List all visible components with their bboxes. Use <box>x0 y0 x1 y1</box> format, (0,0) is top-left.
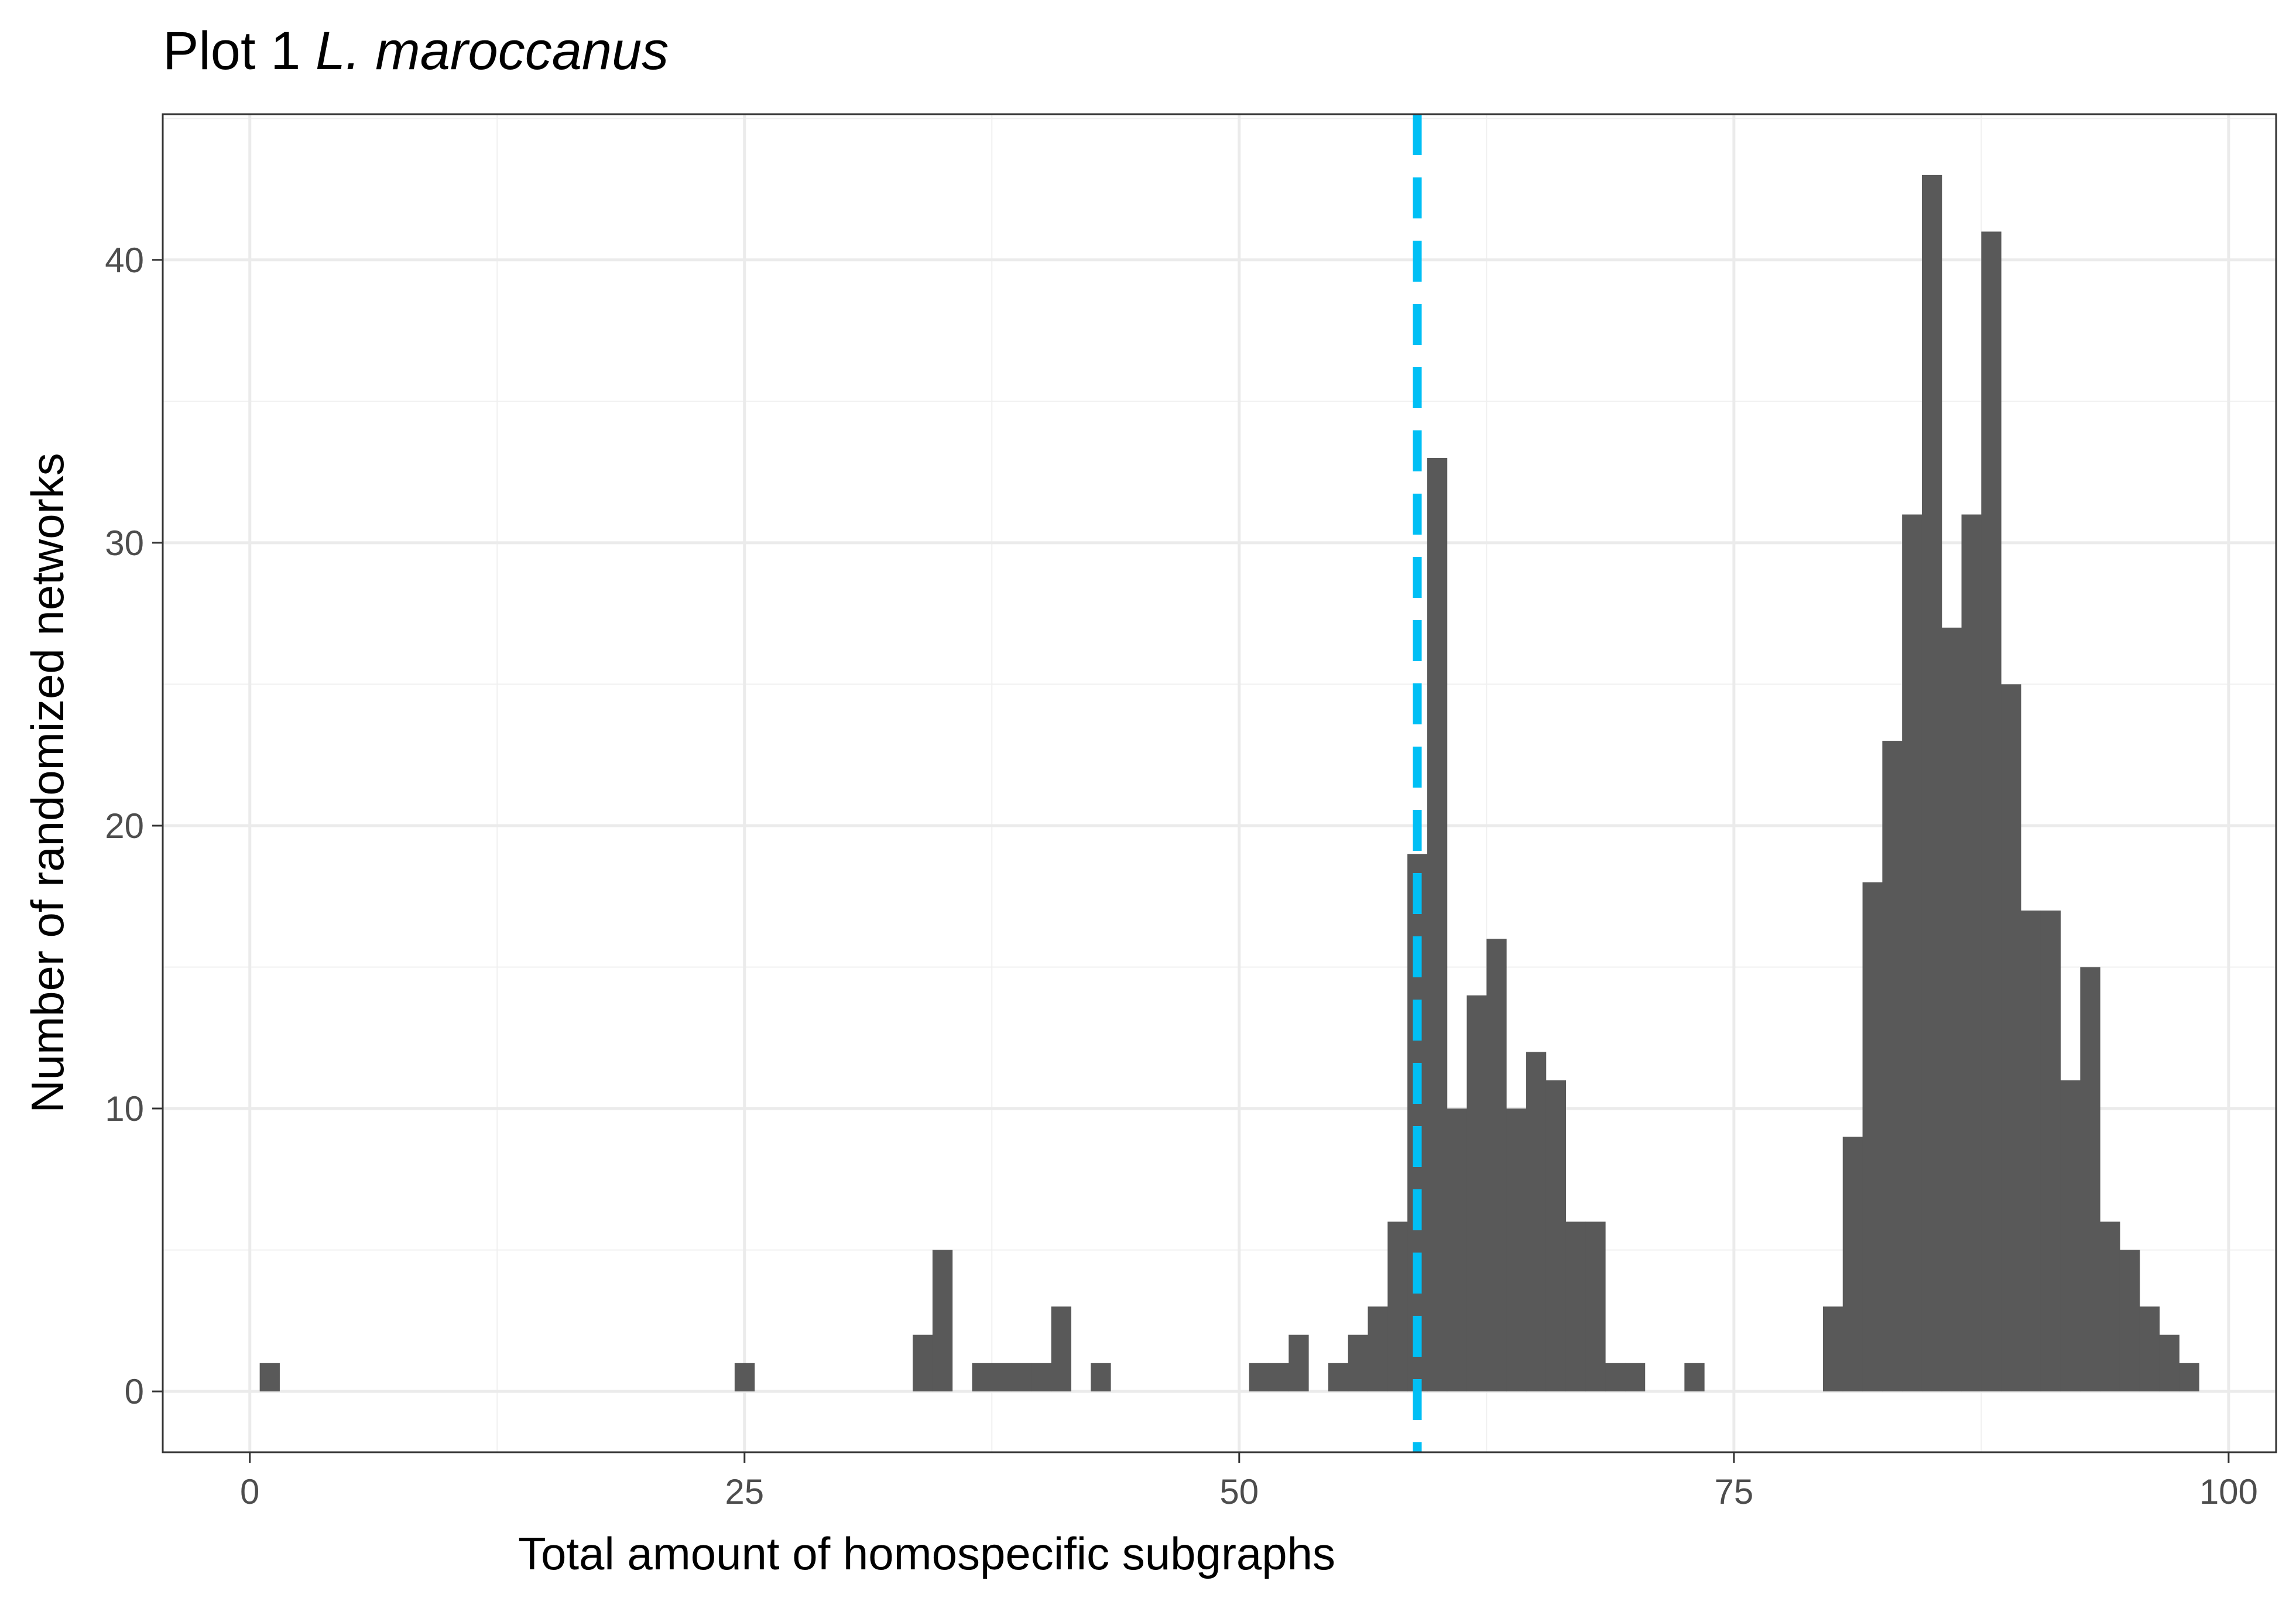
histogram-bar <box>1902 514 1923 1392</box>
histogram-bar <box>1427 457 1448 1392</box>
histogram-bar <box>1466 995 1487 1392</box>
plot-panel-border <box>162 113 2277 1453</box>
y-tick-label: 10 <box>105 1089 144 1128</box>
histogram-bar <box>2159 1335 2180 1392</box>
histogram-bar <box>1368 1306 1388 1392</box>
histogram-bar <box>1407 854 1428 1392</box>
histogram-bar <box>1625 1363 1646 1392</box>
histogram-bar <box>1961 514 1982 1392</box>
histogram-bar <box>1012 1363 1032 1392</box>
histogram-bar <box>2040 910 2061 1392</box>
histogram-bar <box>1684 1363 1705 1392</box>
y-tick-label: 40 <box>105 241 144 280</box>
histogram-bar <box>2100 1222 2120 1392</box>
x-tick-label: 50 <box>1219 1472 1259 1511</box>
histogram-bar <box>1328 1363 1349 1392</box>
histogram-bar <box>259 1363 280 1392</box>
histogram-bar <box>1091 1363 1111 1392</box>
histogram-bar <box>1447 1109 1468 1392</box>
y-tick-label: 20 <box>105 806 144 846</box>
histogram-bar <box>1941 627 1962 1392</box>
histogram-bar <box>1981 231 2002 1392</box>
histogram-bar <box>1882 741 1903 1392</box>
histogram-bar <box>1862 882 1883 1392</box>
x-tick-label: 0 <box>240 1472 259 1511</box>
histogram-bar <box>1486 939 1507 1392</box>
x-tick-label: 100 <box>2199 1472 2258 1511</box>
histogram-bar <box>1921 175 1942 1392</box>
y-tick-label: 0 <box>125 1372 144 1411</box>
histogram-bar <box>2119 1250 2140 1392</box>
histogram-bar <box>2060 1080 2081 1392</box>
histogram-bar <box>932 1250 953 1392</box>
y-axis-title: Number of randomized networks <box>22 453 73 1113</box>
histogram-bar <box>1565 1222 1586 1392</box>
histogram-bar <box>1526 1052 1547 1392</box>
chart-title-prefix: Plot 1 <box>163 21 316 81</box>
histogram-bar <box>913 1335 933 1392</box>
chart-title-species: L. maroccanus <box>316 21 669 81</box>
histogram-bars <box>259 175 2199 1392</box>
histogram-bar <box>1051 1306 1071 1392</box>
histogram-bar <box>2179 1363 2199 1392</box>
y-axis: 0 10 20 30 40 <box>105 241 163 1411</box>
histogram-bar <box>1506 1109 1527 1392</box>
histogram-bar <box>2020 910 2041 1392</box>
chart-title: Plot 1 L. maroccanus <box>163 21 669 81</box>
histogram-bar <box>1545 1080 1567 1392</box>
histogram-bar <box>1387 1222 1408 1392</box>
histogram-bar <box>1605 1363 1626 1392</box>
histogram-bar <box>1269 1363 1289 1392</box>
x-axis: 0 25 50 75 100 <box>240 1452 2258 1511</box>
histogram-bar <box>1822 1306 1843 1392</box>
histogram-bar <box>1249 1363 1270 1392</box>
histogram-bar <box>2139 1306 2160 1392</box>
x-axis-title: Total amount of homospecific subgraphs <box>518 1528 1335 1579</box>
x-tick-label: 25 <box>725 1472 764 1511</box>
histogram-bar <box>1288 1335 1309 1392</box>
histogram-bar <box>2001 684 2021 1392</box>
histogram-bar <box>1348 1335 1369 1392</box>
histogram-bar <box>1031 1363 1052 1392</box>
histogram-bar <box>1585 1222 1606 1392</box>
x-tick-label: 75 <box>1714 1472 1753 1511</box>
histogram-bar <box>1842 1137 1863 1392</box>
y-tick-label: 30 <box>105 524 144 563</box>
histogram-bar <box>734 1363 755 1392</box>
histogram-bar <box>992 1363 1012 1392</box>
histogram-bar <box>2080 967 2100 1392</box>
histogram-bar <box>972 1363 992 1392</box>
